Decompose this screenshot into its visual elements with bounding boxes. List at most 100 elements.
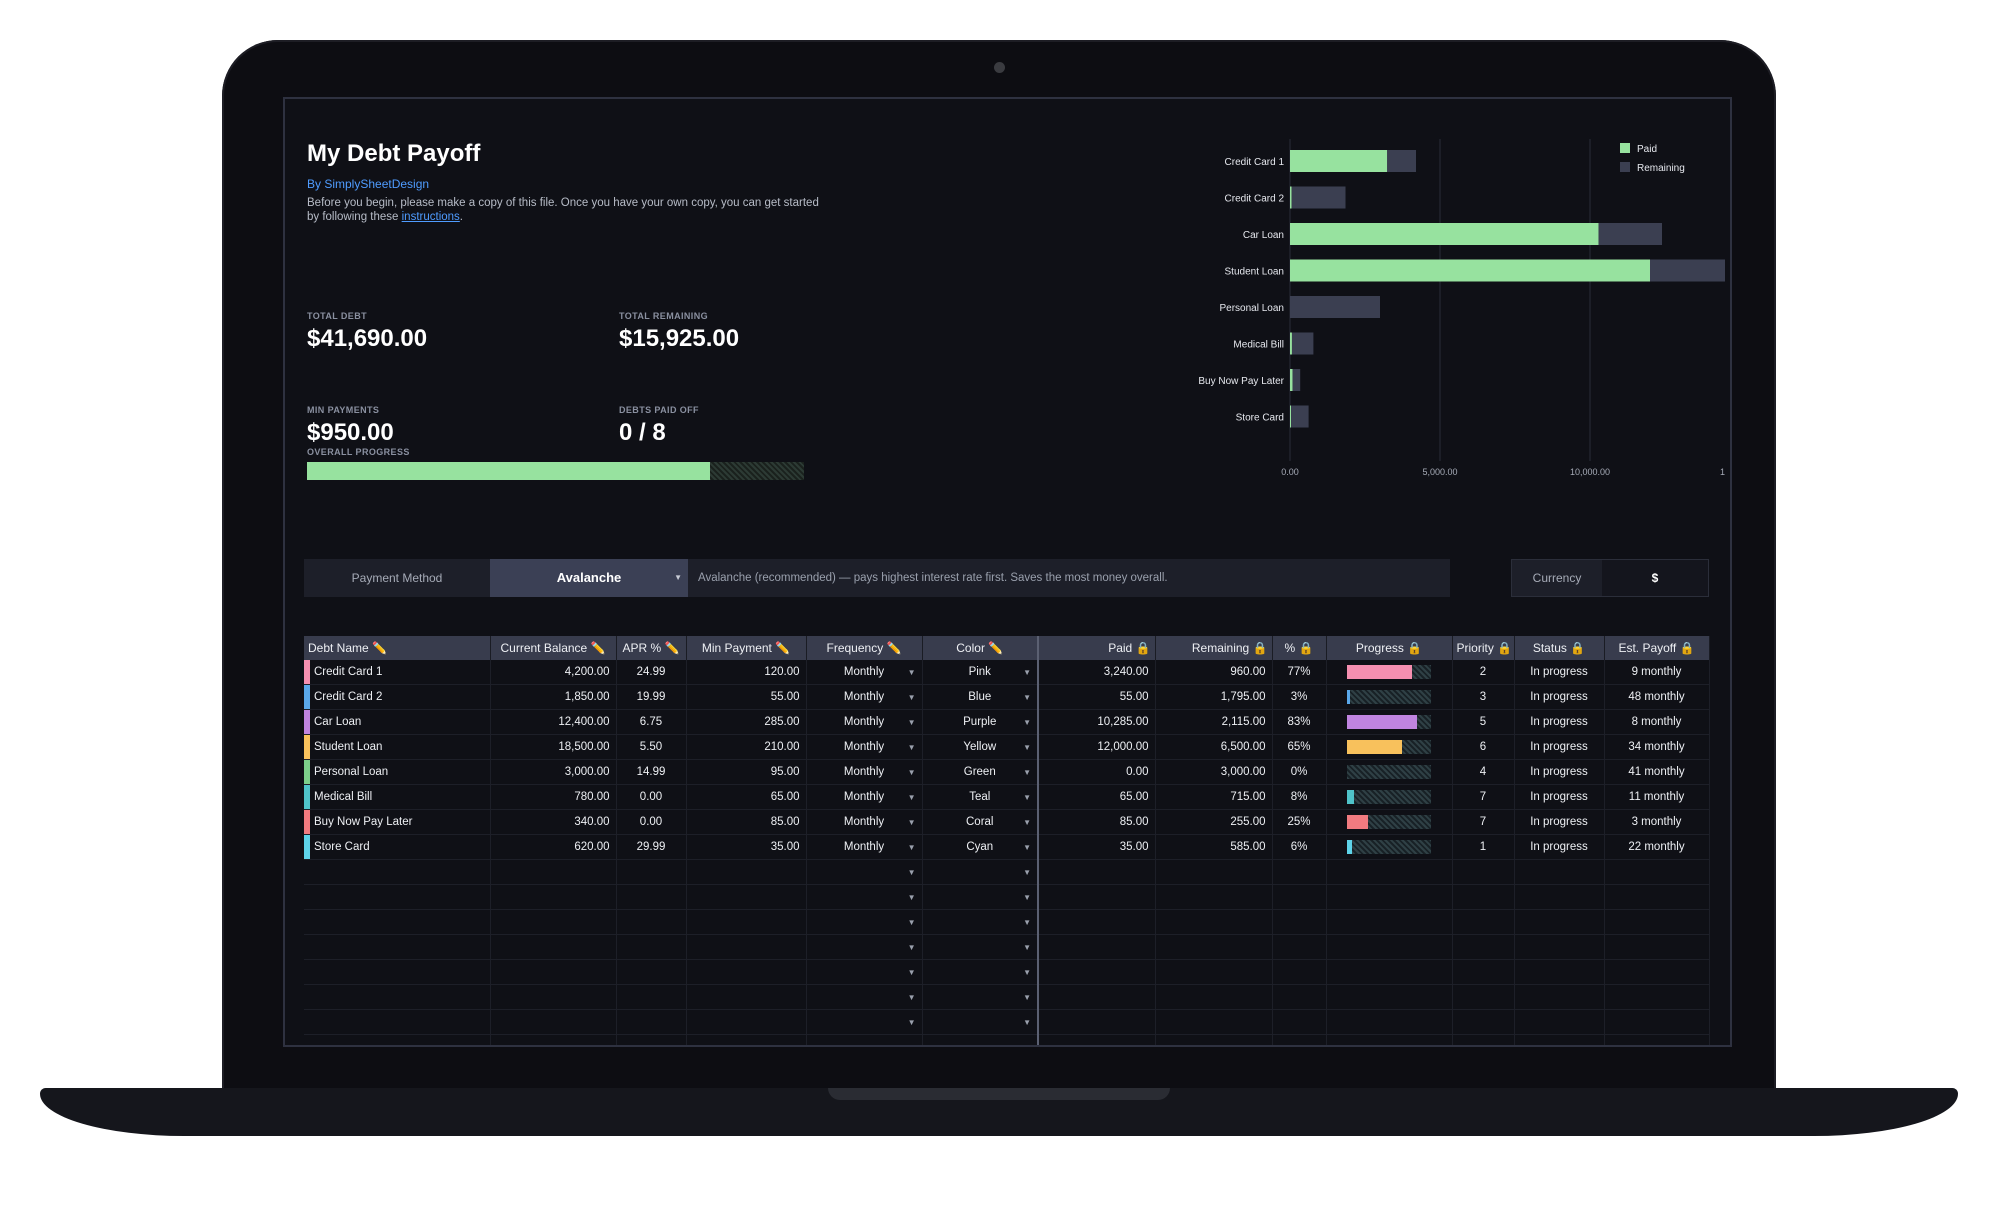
cell-color[interactable]: Teal ▼: [922, 784, 1039, 810]
empty-cell[interactable]: [1037, 909, 1156, 935]
cell-pct[interactable]: 0%: [1272, 759, 1327, 785]
cell-remaining[interactable]: 2,115.00: [1155, 709, 1273, 735]
cell-remaining[interactable]: 6,500.00: [1155, 734, 1273, 760]
empty-cell[interactable]: [490, 959, 617, 985]
empty-cell[interactable]: [1604, 909, 1710, 935]
cell-paid[interactable]: 0.00: [1037, 759, 1156, 785]
empty-cell[interactable]: [1037, 984, 1156, 1010]
cell-pct[interactable]: 65%: [1272, 734, 1327, 760]
cell-paid[interactable]: 65.00: [1037, 784, 1156, 810]
empty-cell[interactable]: [1604, 934, 1710, 960]
cell-color[interactable]: Green ▼: [922, 759, 1039, 785]
cell-paid[interactable]: 10,285.00: [1037, 709, 1156, 735]
empty-cell[interactable]: [490, 859, 617, 885]
cell-paid[interactable]: 85.00: [1037, 809, 1156, 835]
cell-payoff[interactable]: 11 monthly: [1604, 784, 1710, 810]
empty-cell[interactable]: ▼: [922, 859, 1039, 885]
empty-cell[interactable]: [1272, 1034, 1327, 1045]
empty-cell[interactable]: [1037, 884, 1156, 910]
cell-freq[interactable]: Monthly ▼: [806, 734, 923, 760]
empty-cell[interactable]: ▼: [922, 934, 1039, 960]
empty-cell[interactable]: [1326, 859, 1453, 885]
empty-cell[interactable]: [1452, 1009, 1515, 1035]
cell-color[interactable]: Yellow ▼: [922, 734, 1039, 760]
cell-payoff[interactable]: 9 monthly: [1604, 660, 1710, 685]
empty-cell[interactable]: [1452, 959, 1515, 985]
empty-cell[interactable]: [1604, 884, 1710, 910]
cell-pct[interactable]: 6%: [1272, 834, 1327, 860]
empty-cell[interactable]: [1272, 884, 1327, 910]
column-header[interactable]: Status 🔒: [1514, 636, 1605, 660]
empty-cell[interactable]: [686, 909, 807, 935]
column-header[interactable]: Paid 🔒: [1037, 636, 1156, 660]
cell-payoff[interactable]: 41 monthly: [1604, 759, 1710, 785]
empty-cell[interactable]: [304, 1009, 491, 1035]
empty-cell[interactable]: [1604, 984, 1710, 1010]
cell-freq[interactable]: Monthly ▼: [806, 784, 923, 810]
empty-cell[interactable]: [304, 859, 491, 885]
empty-cell[interactable]: [304, 884, 491, 910]
cell-name[interactable]: Credit Card 2: [304, 684, 491, 710]
cell-payoff[interactable]: 34 monthly: [1604, 734, 1710, 760]
cell-payoff[interactable]: 8 monthly: [1604, 709, 1710, 735]
cell-apr[interactable]: 6.75: [616, 709, 687, 735]
empty-cell[interactable]: [616, 1034, 687, 1045]
empty-cell[interactable]: [1155, 1034, 1273, 1045]
empty-cell[interactable]: ▼: [922, 909, 1039, 935]
empty-cell[interactable]: [490, 1009, 617, 1035]
cell-min[interactable]: 55.00: [686, 684, 807, 710]
cell-min[interactable]: 285.00: [686, 709, 807, 735]
empty-cell[interactable]: [304, 959, 491, 985]
cell-paid[interactable]: 55.00: [1037, 684, 1156, 710]
cell-color[interactable]: Cyan ▼: [922, 834, 1039, 860]
empty-cell[interactable]: [1514, 884, 1605, 910]
cell-min[interactable]: 35.00: [686, 834, 807, 860]
empty-cell[interactable]: [1452, 884, 1515, 910]
empty-cell[interactable]: [616, 934, 687, 960]
cell-priority[interactable]: 5: [1452, 709, 1515, 735]
empty-cell[interactable]: [1272, 959, 1327, 985]
column-header[interactable]: Est. Payoff 🔒: [1604, 636, 1710, 660]
cell-priority[interactable]: 7: [1452, 809, 1515, 835]
empty-cell[interactable]: [686, 984, 807, 1010]
cell-paid[interactable]: 3,240.00: [1037, 660, 1156, 685]
empty-cell[interactable]: ▼: [922, 884, 1039, 910]
empty-cell[interactable]: [616, 1009, 687, 1035]
empty-cell[interactable]: ▼: [922, 1034, 1039, 1045]
empty-cell[interactable]: ▼: [922, 1009, 1039, 1035]
cell-min[interactable]: 85.00: [686, 809, 807, 835]
cell-name[interactable]: Medical Bill: [304, 784, 491, 810]
column-header[interactable]: Remaining 🔒: [1155, 636, 1273, 660]
cell-remaining[interactable]: 3,000.00: [1155, 759, 1273, 785]
empty-cell[interactable]: [686, 884, 807, 910]
empty-cell[interactable]: [1155, 934, 1273, 960]
cell-color[interactable]: Coral ▼: [922, 809, 1039, 835]
cell-freq[interactable]: Monthly ▼: [806, 684, 923, 710]
cell-min[interactable]: 210.00: [686, 734, 807, 760]
cell-name[interactable]: Credit Card 1: [304, 660, 491, 685]
column-header[interactable]: Progress 🔒: [1326, 636, 1453, 660]
cell-pct[interactable]: 83%: [1272, 709, 1327, 735]
cell-name[interactable]: Student Loan: [304, 734, 491, 760]
empty-cell[interactable]: ▼: [806, 934, 923, 960]
column-header[interactable]: Current Balance ✏️: [490, 636, 617, 660]
empty-cell[interactable]: [304, 1034, 491, 1045]
empty-cell[interactable]: [1326, 984, 1453, 1010]
cell-min[interactable]: 95.00: [686, 759, 807, 785]
empty-cell[interactable]: [1155, 984, 1273, 1010]
empty-cell[interactable]: [686, 859, 807, 885]
cell-balance[interactable]: 3,000.00: [490, 759, 617, 785]
cell-remaining[interactable]: 1,795.00: [1155, 684, 1273, 710]
cell-balance[interactable]: 18,500.00: [490, 734, 617, 760]
column-header[interactable]: Color ✏️: [922, 636, 1039, 660]
cell-remaining[interactable]: 585.00: [1155, 834, 1273, 860]
cell-name[interactable]: Car Loan: [304, 709, 491, 735]
empty-cell[interactable]: [1326, 884, 1453, 910]
empty-cell[interactable]: [1272, 859, 1327, 885]
empty-cell[interactable]: [1155, 1009, 1273, 1035]
empty-cell[interactable]: [1326, 959, 1453, 985]
cell-pct[interactable]: 77%: [1272, 660, 1327, 685]
cell-apr[interactable]: 0.00: [616, 809, 687, 835]
empty-cell[interactable]: [490, 884, 617, 910]
cell-balance[interactable]: 780.00: [490, 784, 617, 810]
